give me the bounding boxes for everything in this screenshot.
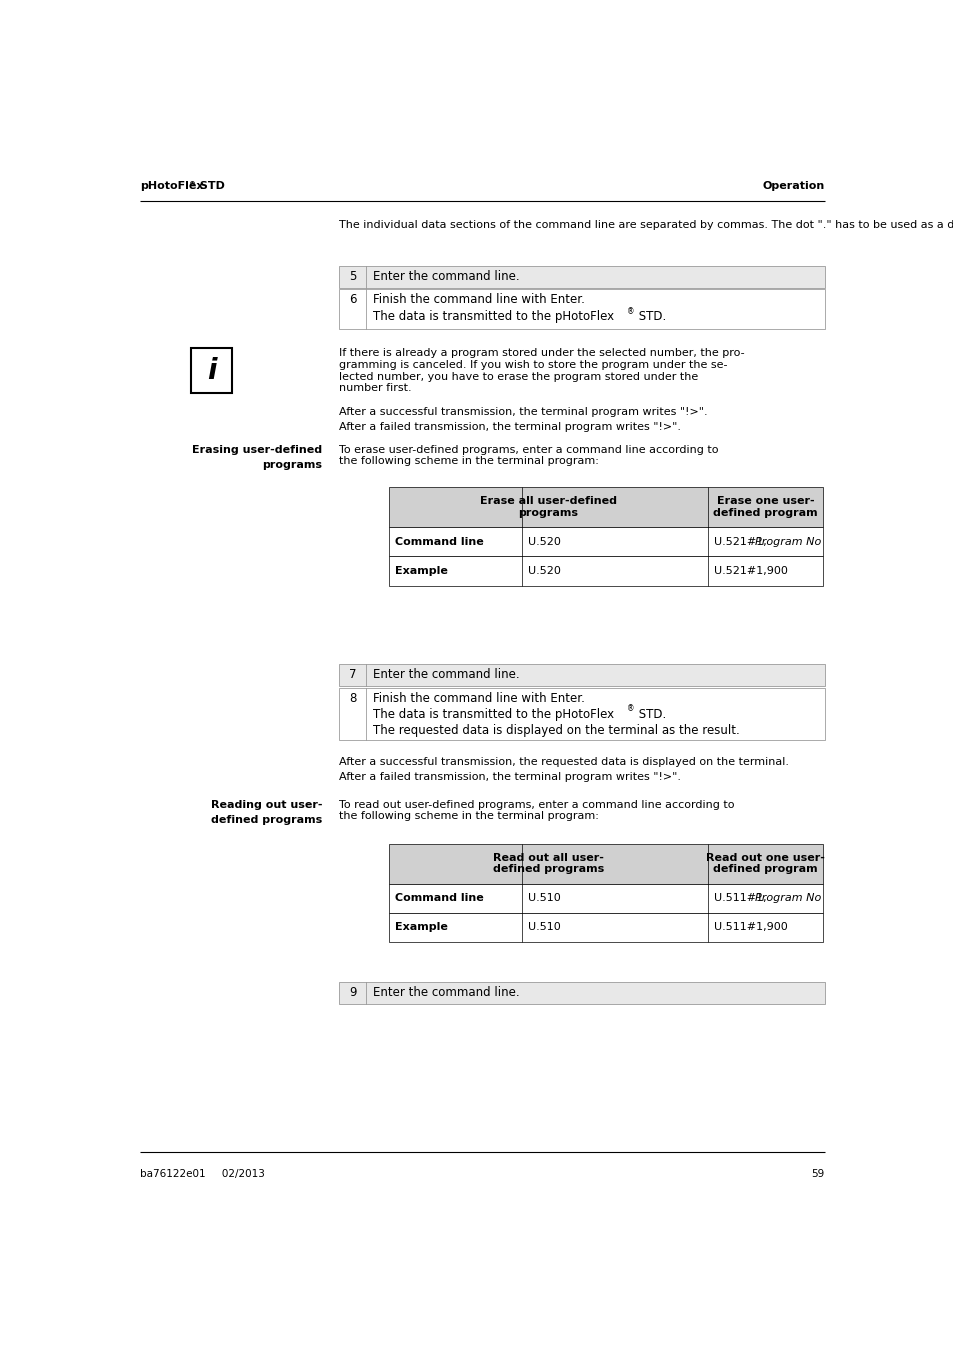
Text: U.520: U.520 xyxy=(528,566,560,576)
Text: U.510: U.510 xyxy=(528,893,560,904)
Text: U.521#1,900: U.521#1,900 xyxy=(714,566,787,576)
Text: 59: 59 xyxy=(810,1169,823,1179)
Text: The requested data is displayed on the terminal as the result.: The requested data is displayed on the t… xyxy=(373,724,740,736)
Text: Program No: Program No xyxy=(754,893,821,904)
Text: Command line: Command line xyxy=(395,893,483,904)
Text: ®: ® xyxy=(626,704,634,713)
Text: U.510: U.510 xyxy=(528,923,560,932)
Text: After a successful transmission, the requested data is displayed on the terminal: After a successful transmission, the req… xyxy=(338,758,788,767)
Text: U.520: U.520 xyxy=(528,536,560,547)
Text: Erase all user-defined
programs: Erase all user-defined programs xyxy=(479,496,617,517)
Bar xyxy=(389,843,822,884)
Text: To read out user-defined programs, enter a command line according to
the followi: To read out user-defined programs, enter… xyxy=(338,800,733,821)
Text: 5: 5 xyxy=(349,270,355,284)
Text: If there is already a program stored under the selected number, the pro-
grammin: If there is already a program stored und… xyxy=(338,349,743,393)
Text: The data is transmitted to the pHotoFlex: The data is transmitted to the pHotoFlex xyxy=(373,708,614,720)
Text: 9: 9 xyxy=(349,986,355,1000)
Bar xyxy=(389,913,822,942)
Bar xyxy=(389,488,822,527)
Text: Program No: Program No xyxy=(754,536,821,547)
Bar xyxy=(338,688,823,740)
Bar xyxy=(338,665,823,686)
Text: Enter the command line.: Enter the command line. xyxy=(373,270,519,284)
Text: After a successful transmission, the terminal program writes "!>".: After a successful transmission, the ter… xyxy=(338,407,706,417)
Text: Erase one user-
defined program: Erase one user- defined program xyxy=(713,496,817,517)
Text: To erase user-defined programs, enter a command line according to
the following : To erase user-defined programs, enter a … xyxy=(338,444,718,466)
Text: Read out all user-
defined programs: Read out all user- defined programs xyxy=(493,852,603,874)
Text: ®: ® xyxy=(190,181,196,188)
Text: U.521#1,: U.521#1, xyxy=(714,536,766,547)
Text: Enter the command line.: Enter the command line. xyxy=(373,986,519,1000)
Text: The data is transmitted to the pHotoFlex: The data is transmitted to the pHotoFlex xyxy=(373,311,614,323)
Text: Finish the command line with Enter.: Finish the command line with Enter. xyxy=(373,293,585,307)
Text: Erasing user-defined: Erasing user-defined xyxy=(192,444,322,455)
Text: i: i xyxy=(207,357,216,385)
Text: 8: 8 xyxy=(349,692,355,704)
Text: The individual data sections of the command line are separated by commas. The do: The individual data sections of the comm… xyxy=(338,220,953,230)
Bar xyxy=(338,266,823,288)
Text: U.511#1,: U.511#1, xyxy=(714,893,766,904)
Text: STD: STD xyxy=(195,181,225,192)
Bar xyxy=(192,349,232,393)
Text: defined programs: defined programs xyxy=(211,815,322,825)
Text: 6: 6 xyxy=(349,293,355,307)
Text: pHotoFlex: pHotoFlex xyxy=(140,181,203,192)
Text: ba76122e01     02/2013: ba76122e01 02/2013 xyxy=(140,1169,265,1179)
Text: After a failed transmission, the terminal program writes "!>".: After a failed transmission, the termina… xyxy=(338,771,679,782)
Text: ®: ® xyxy=(626,307,634,316)
Bar xyxy=(338,982,823,1004)
Text: 7: 7 xyxy=(349,669,355,681)
Text: Reading out user-: Reading out user- xyxy=(211,800,322,809)
Text: Example: Example xyxy=(395,923,448,932)
Bar xyxy=(338,289,823,330)
Text: STD.: STD. xyxy=(634,311,665,323)
Text: Command line: Command line xyxy=(395,536,483,547)
Text: STD.: STD. xyxy=(634,708,665,720)
Text: Operation: Operation xyxy=(761,181,823,192)
Text: Example: Example xyxy=(395,566,448,576)
Text: Enter the command line.: Enter the command line. xyxy=(373,669,519,681)
Text: Read out one user-
defined program: Read out one user- defined program xyxy=(705,852,824,874)
Text: U.511#1,900: U.511#1,900 xyxy=(714,923,787,932)
Bar xyxy=(389,884,822,913)
Bar xyxy=(389,527,822,557)
Text: Finish the command line with Enter.: Finish the command line with Enter. xyxy=(373,692,585,704)
Text: programs: programs xyxy=(262,461,322,470)
Text: After a failed transmission, the terminal program writes "!>".: After a failed transmission, the termina… xyxy=(338,422,679,431)
Bar xyxy=(389,557,822,585)
